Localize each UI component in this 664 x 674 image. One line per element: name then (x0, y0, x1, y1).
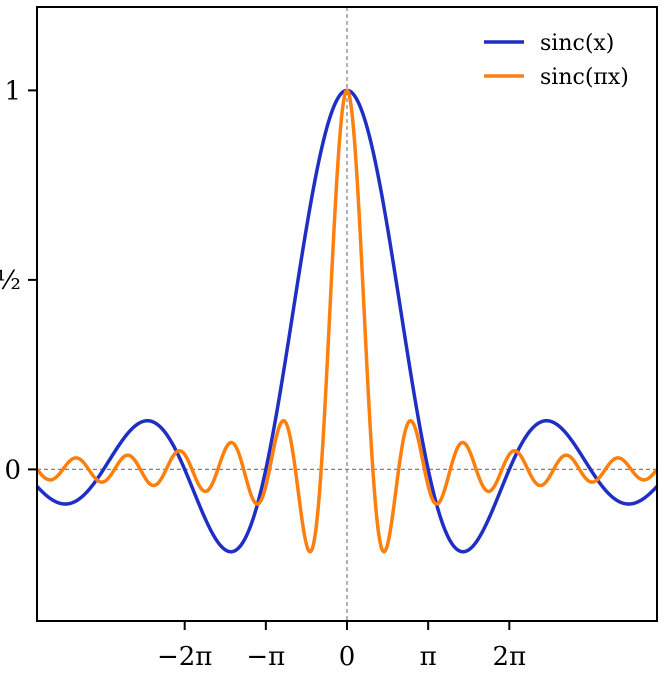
legend-label-sinc-x: sinc(x) (540, 31, 614, 56)
legend: sinc(x) sinc(πx) (484, 31, 629, 90)
x-tick-label: −π (246, 642, 285, 672)
y-tick-label: ½ (0, 266, 21, 296)
series-line-sinc-x (35, 88, 659, 554)
legend-label-sinc-pix: sinc(πx) (540, 65, 629, 90)
series-layer (35, 88, 659, 554)
y-tick-label: 0 (4, 455, 21, 485)
x-tick-label: 0 (339, 642, 356, 672)
x-tick-label: 2π (492, 642, 526, 672)
x-tick-label: π (420, 642, 437, 672)
series-line-sinc-pix (35, 88, 659, 554)
ticks-layer: −2π −π 0 π 2π 0 ½ 1 (0, 76, 526, 672)
reference-lines (37, 7, 657, 621)
y-tick-label: 1 (4, 76, 21, 106)
x-tick-label: −2π (157, 642, 212, 672)
